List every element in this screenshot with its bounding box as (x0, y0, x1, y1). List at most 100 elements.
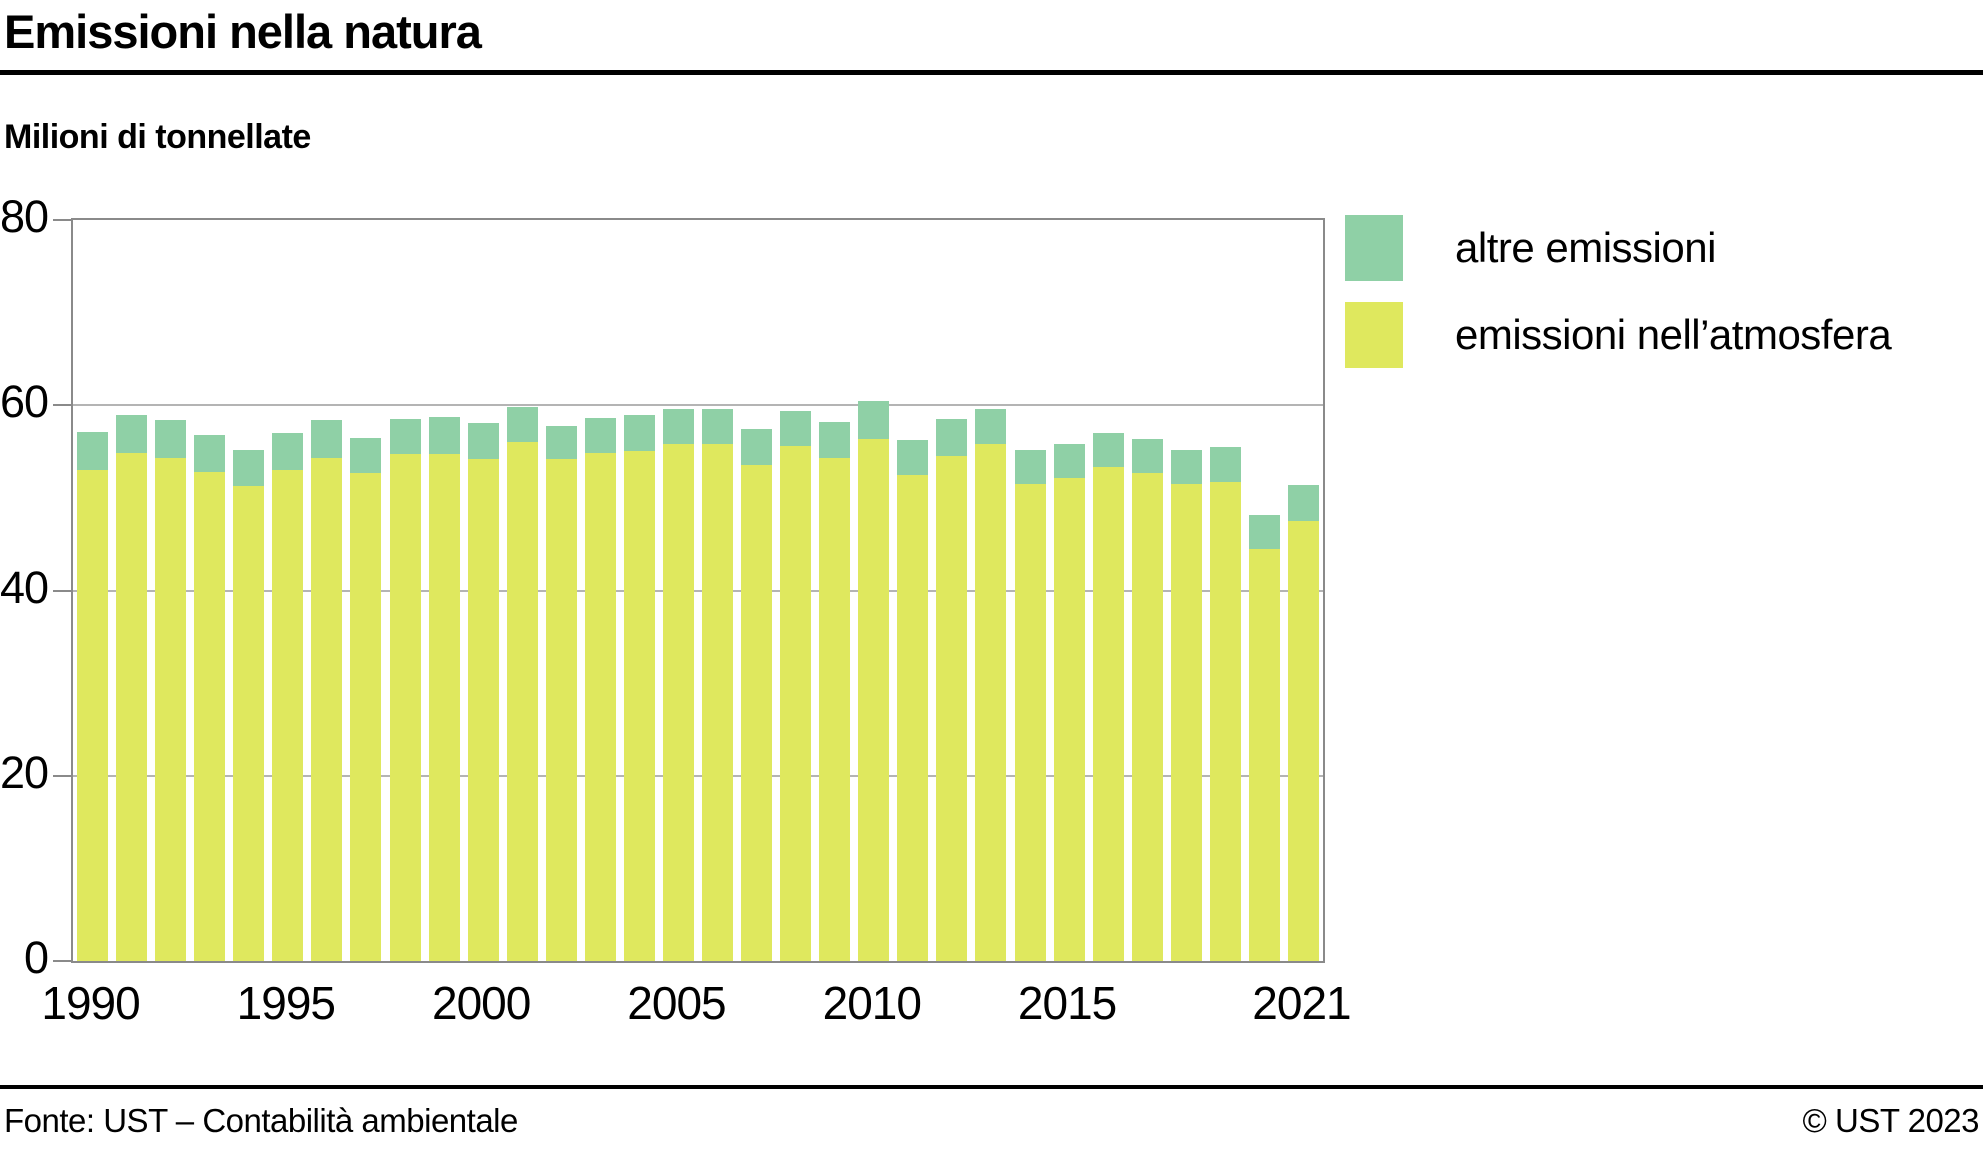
bar-2008-altre-emissioni (780, 410, 812, 447)
bar-1990-altre-emissioni (77, 432, 109, 471)
bar-2003-altre-emissioni (584, 418, 616, 454)
bar-1996-altre-emissioni (311, 420, 343, 459)
bar-1995-emissioni-atmosfera (272, 470, 304, 961)
bar-2013-emissioni-atmosfera (975, 444, 1007, 961)
bar-2012-altre-emissioni (936, 419, 968, 457)
bar-2018-emissioni-atmosfera (1170, 483, 1202, 961)
footer-rule (0, 1085, 1983, 1089)
copyright-note: © UST 2023 (1802, 1102, 1980, 1139)
gridline-60 (73, 404, 1323, 407)
bar-2004-emissioni-atmosfera (623, 450, 655, 961)
bar-2019-emissioni-atmosfera (1209, 482, 1241, 961)
bar-2014-altre-emissioni (1014, 449, 1046, 484)
bar-2009-emissioni-atmosfera (819, 458, 851, 961)
bar-2006-altre-emissioni (702, 408, 734, 445)
gridline-20 (73, 774, 1323, 777)
bar-2009-altre-emissioni (819, 421, 851, 459)
legend-swatch-altre-emissioni (1345, 215, 1403, 281)
legend-label-altre-emissioni: altre emissioni (1455, 224, 1716, 271)
legend-item-emissioni-atmosfera: emissioni nell’atmosfera (1345, 302, 1892, 368)
bar-2014-emissioni-atmosfera (1014, 483, 1046, 961)
bar-2018-altre-emissioni (1170, 449, 1202, 484)
bar-2021-altre-emissioni (1287, 484, 1319, 522)
bar-2020-altre-emissioni (1248, 515, 1280, 549)
bar-1991-altre-emissioni (116, 414, 148, 454)
bar-1999-emissioni-atmosfera (428, 454, 460, 961)
gridline-40 (73, 589, 1323, 592)
bar-1997-emissioni-atmosfera (350, 472, 382, 961)
bar-2005-altre-emissioni (662, 408, 694, 445)
bar-2011-emissioni-atmosfera (897, 474, 929, 961)
footer: Fonte: UST – Contabilità ambientale © US… (4, 1102, 1980, 1140)
x-tick-label-2000: 2000 (431, 977, 531, 1029)
bar-2012-emissioni-atmosfera (936, 456, 968, 961)
legend: altre emissioni emissioni nell’atmosfera (1345, 215, 1892, 389)
bar-2017-emissioni-atmosfera (1131, 472, 1163, 961)
x-tick-label-1995: 1995 (236, 977, 336, 1029)
y-tick-60 (53, 404, 71, 407)
bar-2015-emissioni-atmosfera (1053, 477, 1085, 961)
bar-2010-emissioni-atmosfera (858, 438, 890, 961)
bar-2001-emissioni-atmosfera (506, 442, 538, 961)
legend-swatch-emissioni-atmosfera (1345, 302, 1403, 368)
x-axis-labels: 1990 1995 2000 2005 2010 2015 2021 (41, 977, 1351, 1040)
y-tick-label-60: 60 (0, 376, 49, 428)
bar-2013-altre-emissioni (975, 408, 1007, 445)
bar-2007-emissioni-atmosfera (741, 464, 773, 961)
title-rule (0, 70, 1983, 75)
bar-2003-emissioni-atmosfera (584, 453, 616, 961)
bar-1994-emissioni-atmosfera (233, 485, 265, 961)
bar-1991-emissioni-atmosfera (116, 453, 148, 961)
bar-2000-emissioni-atmosfera (467, 458, 499, 961)
bar-2006-emissioni-atmosfera (702, 444, 734, 961)
bar-2005-emissioni-atmosfera (662, 444, 694, 961)
bar-1998-emissioni-atmosfera (389, 454, 421, 961)
y-tick-40 (53, 589, 71, 592)
x-tick-label-2010: 2010 (822, 977, 922, 1029)
bar-2002-emissioni-atmosfera (545, 458, 577, 961)
page-title: Emissioni nella natura (4, 5, 482, 58)
y-tick-label-20: 20 (0, 746, 49, 798)
bar-2019-altre-emissioni (1209, 446, 1241, 483)
y-tick-label-80: 80 (0, 191, 49, 243)
bar-2021-emissioni-atmosfera (1287, 521, 1319, 961)
y-tick-label-40: 40 (0, 561, 49, 613)
bar-2002-altre-emissioni (545, 425, 577, 459)
bar-2016-altre-emissioni (1092, 433, 1124, 468)
plot-area (53, 218, 1325, 963)
bar-2001-altre-emissioni (506, 407, 538, 443)
bar-1992-altre-emissioni (155, 420, 187, 459)
y-tick-label-0: 0 (23, 932, 49, 984)
bar-1990-emissioni-atmosfera (77, 470, 109, 961)
y-tick-80 (53, 219, 71, 221)
legend-label-emissioni-atmosfera: emissioni nell’atmosfera (1455, 311, 1892, 358)
x-tick-label-2015: 2015 (1017, 977, 1117, 1029)
bar-2010-altre-emissioni (858, 400, 890, 439)
bar-1997-altre-emissioni (350, 437, 382, 473)
bar-1998-altre-emissioni (389, 419, 421, 455)
y-tick-20 (53, 774, 71, 777)
bar-2017-altre-emissioni (1131, 438, 1163, 473)
bar-2016-emissioni-atmosfera (1092, 467, 1124, 961)
bar-1993-emissioni-atmosfera (194, 471, 226, 961)
x-tick-label-1990: 1990 (41, 977, 140, 1029)
bar-1992-emissioni-atmosfera (155, 458, 187, 961)
bar-1995-altre-emissioni (272, 433, 304, 471)
bar-2011-altre-emissioni (897, 439, 929, 475)
source-note: Fonte: UST – Contabilità ambientale (4, 1102, 518, 1139)
bar-1999-altre-emissioni (428, 417, 460, 455)
y-axis-labels: 0 20 40 60 80 (0, 194, 49, 980)
chart-subtitle: Milioni di tonnellate (4, 118, 311, 156)
bar-1994-altre-emissioni (233, 449, 265, 486)
bar-2008-emissioni-atmosfera (780, 446, 812, 961)
bar-2004-altre-emissioni (623, 415, 655, 451)
bar-1996-emissioni-atmosfera (311, 458, 343, 961)
bar-2000-altre-emissioni (467, 422, 499, 459)
bar-2007-altre-emissioni (741, 429, 773, 465)
bar-1993-altre-emissioni (194, 434, 226, 472)
x-tick-label-2021: 2021 (1252, 977, 1351, 1029)
bar-2015-altre-emissioni (1053, 444, 1085, 478)
y-tick-0 (53, 960, 71, 962)
legend-item-altre-emissioni: altre emissioni (1345, 215, 1891, 281)
